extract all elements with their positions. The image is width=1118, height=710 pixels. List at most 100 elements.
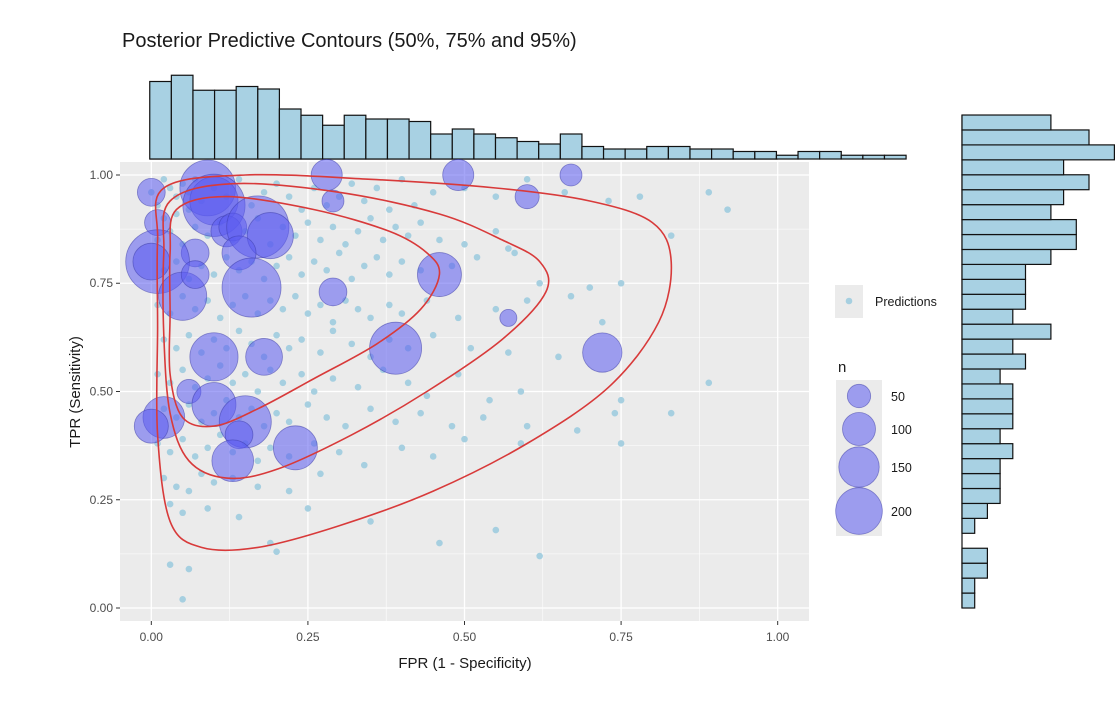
prediction-point [492, 305, 500, 313]
right-histogram-bar [961, 114, 1052, 131]
prediction-point [436, 539, 443, 547]
prediction-point [317, 301, 324, 309]
top-histogram-bar [300, 114, 324, 160]
prediction-point [404, 232, 412, 239]
prediction-point [173, 483, 180, 491]
right-histogram-bar [961, 472, 1001, 490]
right-histogram-bar [961, 248, 1052, 266]
prediction-point [166, 500, 174, 508]
prediction-point [473, 253, 481, 261]
prediction-point [454, 314, 462, 322]
prediction-point [298, 271, 305, 278]
prediction-point [185, 487, 193, 495]
prediction-point [705, 189, 713, 196]
chart-title: Posterior Predictive Contours (50%, 75% … [122, 30, 577, 52]
prediction-point [254, 388, 262, 395]
y-tick-label: 0.25 [90, 493, 114, 507]
prediction-point [367, 518, 374, 525]
right-histogram-bar [961, 308, 1014, 325]
prediction-point [386, 271, 393, 278]
prediction-point [204, 505, 211, 512]
prediction-point [360, 262, 368, 270]
prediction-point [367, 214, 374, 222]
study-bubble [245, 338, 283, 376]
prediction-point [210, 271, 218, 278]
prediction-point [617, 396, 625, 404]
prediction-point [567, 292, 575, 300]
prediction-point [273, 180, 280, 187]
prediction-point [561, 189, 569, 196]
right-histogram-bar [961, 458, 1001, 475]
prediction-point [317, 236, 324, 244]
y-tick-label: 1.00 [90, 168, 114, 182]
right-histogram-bar [961, 263, 1027, 280]
legend-size-title: n [838, 359, 846, 376]
prediction-point [273, 262, 280, 270]
right-histogram-bar [961, 517, 976, 534]
right-histogram-bar [961, 562, 988, 579]
top-histogram-bar [365, 118, 389, 160]
prediction-point [617, 440, 625, 447]
right-histogram-bar [961, 368, 1001, 385]
study-bubble [499, 308, 518, 327]
prediction-point [492, 193, 500, 200]
prediction-point [354, 383, 362, 391]
prediction-point [373, 184, 381, 192]
prediction-point [348, 180, 356, 187]
prediction-point [267, 444, 274, 452]
prediction-point [348, 275, 356, 283]
legend-predictions-dot [845, 297, 853, 305]
prediction-point [317, 470, 324, 478]
y-axis-title: TPR (Sensitivity) [67, 336, 84, 448]
prediction-point [492, 526, 500, 534]
prediction-point [379, 236, 387, 244]
legend-size-label: 200 [891, 505, 912, 519]
right-histogram-bar [961, 293, 1027, 310]
right-histogram-bar [961, 159, 1065, 176]
study-bubble [221, 257, 282, 318]
prediction-point [323, 414, 331, 421]
prediction-point [392, 418, 399, 426]
prediction-point [342, 422, 349, 430]
study-bubbles [125, 159, 623, 483]
prediction-point [523, 422, 531, 430]
right-histogram-bar [961, 547, 988, 564]
x-tick-label: 0.75 [609, 630, 633, 644]
right-histogram-bar [961, 204, 1052, 221]
right-histogram-bar [961, 592, 976, 609]
prediction-point [292, 292, 299, 300]
prediction-point [304, 219, 312, 226]
prediction-point [216, 314, 224, 322]
prediction-point [335, 448, 343, 456]
study-bubble [559, 163, 583, 187]
top-histogram-bar [451, 128, 475, 160]
study-bubble [246, 212, 294, 260]
prediction-point [536, 552, 543, 560]
prediction-point [429, 453, 437, 460]
prediction-point [285, 418, 293, 426]
prediction-point [335, 249, 343, 257]
right-histogram-bar [961, 129, 1090, 146]
top-histogram-bar [862, 154, 886, 160]
legend-size-circle [838, 446, 880, 488]
right-histogram-bar [961, 338, 1014, 355]
top-histogram-bar [170, 74, 194, 160]
right-histogram-bar [961, 174, 1090, 191]
prediction-point [367, 405, 374, 413]
prediction-point [354, 305, 362, 313]
study-bubble [211, 439, 255, 483]
prediction-point [505, 245, 512, 252]
prediction-point [486, 396, 493, 404]
right-histogram-bar [961, 233, 1077, 251]
right-histogram-bar [961, 443, 1014, 460]
top-histogram-bar [689, 148, 713, 160]
prediction-point [342, 240, 349, 248]
top-histogram-bar [667, 145, 691, 160]
top-histogram-bar [754, 150, 778, 160]
prediction-point [354, 227, 362, 235]
top-histogram-bar [883, 154, 907, 160]
top-histogram-bar [494, 137, 518, 160]
study-bubble [321, 189, 345, 213]
top-histogram-bar [322, 124, 345, 160]
prediction-point [179, 435, 186, 443]
